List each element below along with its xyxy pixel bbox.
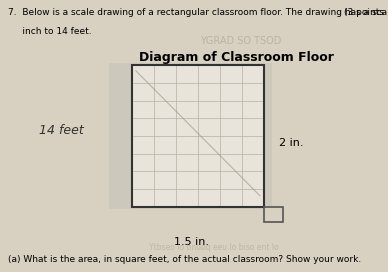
Bar [264, 207, 283, 222]
Text: YGRAD SO TSOD: YGRAD SO TSOD [200, 36, 281, 46]
Text: Ytbseo lo bnuoq eeu lo biso ent lo: Ytbseo lo bnuoq eeu lo biso ent lo [149, 243, 278, 252]
Text: 1.5 in.: 1.5 in. [174, 237, 209, 247]
Text: (3 points: (3 points [344, 8, 384, 17]
Text: 14 feet: 14 feet [39, 124, 83, 137]
Text: 7.  Below is a scale drawing of a rectangular classroom floor. The drawing has a: 7. Below is a scale drawing of a rectang… [8, 8, 388, 17]
Bar [109, 63, 272, 209]
Bar [132, 65, 264, 207]
Bar [132, 65, 264, 207]
Text: 2 in.: 2 in. [279, 138, 304, 148]
Text: inch to 14 feet.: inch to 14 feet. [8, 27, 92, 36]
Text: Diagram of Classroom Floor: Diagram of Classroom Floor [139, 51, 334, 64]
Text: (a) What is the area, in square feet, of the actual classroom? Show your work.: (a) What is the area, in square feet, of… [8, 255, 361, 264]
